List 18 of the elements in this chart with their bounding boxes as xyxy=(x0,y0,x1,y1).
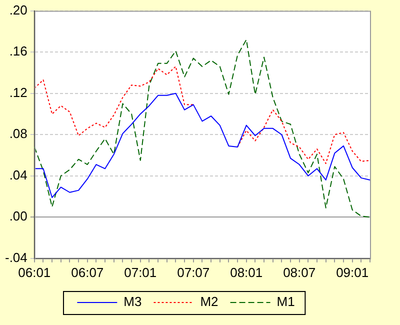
x-tick-label: 07:01 xyxy=(124,264,157,280)
y-tick-label: .12 xyxy=(9,84,28,100)
y-tick-label: .04 xyxy=(9,167,28,182)
legend-label: M2 xyxy=(200,294,218,310)
x-tick-label: 08:07 xyxy=(283,264,316,280)
y-tick-label: .20 xyxy=(9,2,28,18)
legend-label: M1 xyxy=(276,294,295,310)
x-tick-label: 06:07 xyxy=(71,264,104,280)
y-tick-label: .00 xyxy=(9,208,28,224)
y-tick-label: .08 xyxy=(9,126,28,142)
line-series xyxy=(34,39,370,218)
y-tick-label: -.04 xyxy=(4,250,28,265)
x-tick-label: 08:01 xyxy=(230,264,263,280)
legend-label: M3 xyxy=(124,294,142,310)
x-tick-label: 07:07 xyxy=(177,264,210,280)
y-tick-label: .16 xyxy=(9,44,28,59)
x-tick-label: 06:01 xyxy=(18,264,51,280)
x-tick-label: 09:01 xyxy=(336,264,369,280)
